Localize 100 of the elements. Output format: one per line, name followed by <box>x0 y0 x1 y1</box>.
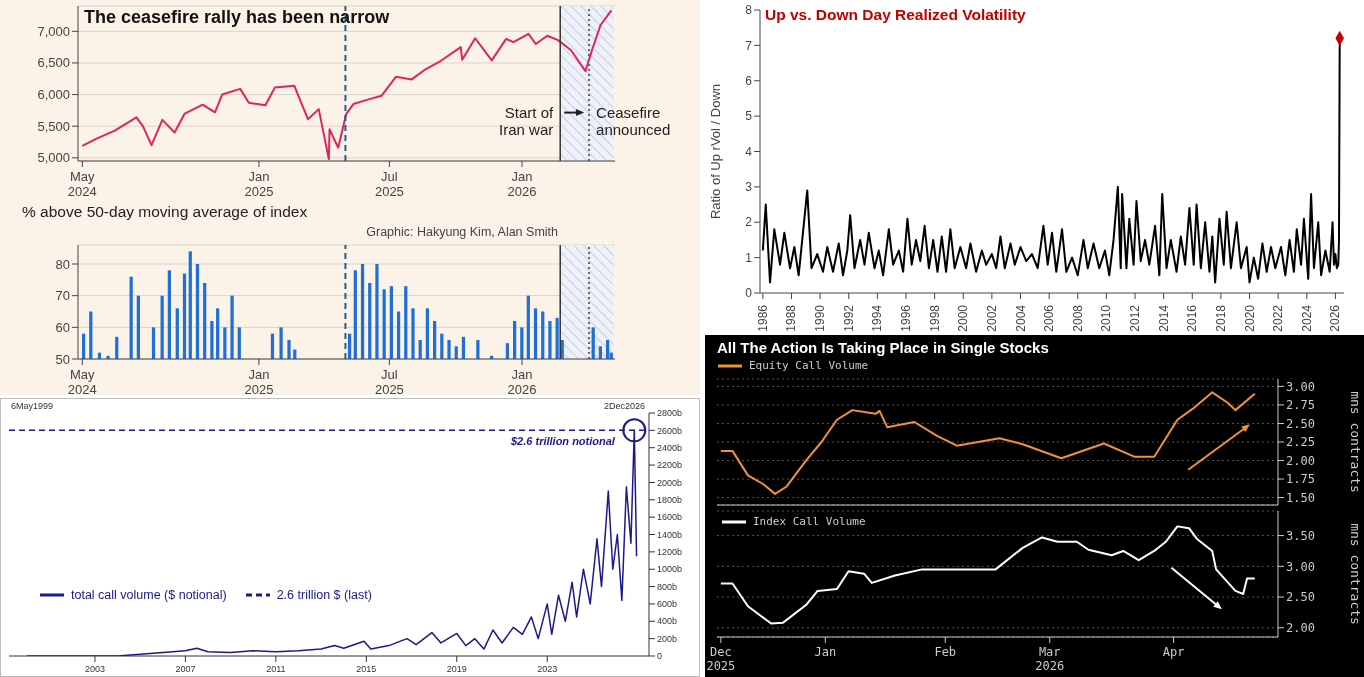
x-tick-label: 1992 <box>841 304 856 332</box>
x-tick-label: Mar 2026 <box>1035 644 1065 673</box>
y-tick-label: 2200b <box>657 460 683 471</box>
y-tick-label: 80 <box>55 256 70 272</box>
y-tick-label: 60 <box>55 319 70 335</box>
x-tick-label: 2022 <box>1271 304 1286 332</box>
y-tick-label: 200b <box>657 633 678 644</box>
x-tick-label: 2014 <box>1156 304 1171 332</box>
x-tick-label: 1998 <box>927 304 942 332</box>
x-tick-label: Jan 2026 <box>507 366 537 397</box>
legend-label: 2.6 trillion $ (last) <box>275 587 372 602</box>
y-tick-label: 1200b <box>657 547 683 558</box>
y-tick-label: 3.00 <box>1286 559 1315 574</box>
text: Graphic: Hakyung Kim, Alan Smith <box>366 225 558 239</box>
x-tick-label: 2003 <box>84 664 105 675</box>
y-tick-label: 1000b <box>657 564 683 575</box>
x-tick-label: Feb <box>934 644 957 659</box>
x-tick-label: 2024 <box>1299 304 1314 332</box>
legend-label: total call volume ($ notional) <box>70 587 227 602</box>
y-axis-title: mns contracts <box>1348 523 1364 625</box>
y-tick-label: 2.50 <box>1286 416 1315 431</box>
y-tick-label: 6 <box>745 73 753 88</box>
x-tick-label: 2023 <box>537 664 558 675</box>
y-tick-label: 1 <box>745 250 753 265</box>
y-tick-label: 0 <box>657 651 663 662</box>
x-tick-label: 2020 <box>1242 304 1257 332</box>
x-tick-label: 1986 <box>755 304 770 332</box>
x-tick-label: 2015 <box>356 664 377 675</box>
x-tick-label: 1988 <box>784 304 799 332</box>
x-tick-label: 1996 <box>899 304 913 332</box>
chart-title: All The Action Is Taking Place in Single Stocks <box>717 339 1049 356</box>
x-tick-label: May 2024 <box>67 168 97 199</box>
y-tick-label: 1600b <box>657 512 683 523</box>
x-tick-label: 2026 <box>1328 304 1343 332</box>
x-tick-label: Jul 2025 <box>374 366 404 397</box>
y-tick-label: 2600b <box>657 425 683 436</box>
x-tick-label: Jul 2025 <box>374 168 404 199</box>
annotation: $2.6 trillion notional <box>511 435 615 447</box>
x-tick-label: 2016 <box>1185 304 1200 332</box>
text: 2Dec2026 <box>603 401 645 411</box>
x-tick-label: Apr <box>1162 644 1185 659</box>
ref-line-label: Start of Iran war <box>499 103 555 138</box>
legend-label: Index Call Volume <box>752 515 866 528</box>
x-tick-label: 2002 <box>984 304 999 332</box>
chart-title: % above 50-day moving average of index <box>22 203 308 221</box>
y-tick-label: 7 <box>745 38 753 53</box>
y-tick-label: 2 <box>745 215 753 230</box>
y-tick-label: 400b <box>657 616 678 627</box>
text: 6May1999 <box>11 401 54 411</box>
y-tick-label: 2.25 <box>1286 435 1315 450</box>
ref-line-label: Ceasefire announced <box>596 103 671 138</box>
x-tick-label: 1990 <box>813 304 828 332</box>
x-tick-label: Jan <box>814 644 837 659</box>
y-tick-label: 5,500 <box>37 118 70 134</box>
y-tick-label: 6,000 <box>37 87 70 103</box>
y-tick-label: 5,000 <box>37 150 70 166</box>
y-axis-title: mns contracts <box>1348 391 1364 493</box>
y-axis-title: Ratio of Up rVol / Down <box>707 83 723 220</box>
y-tick-label: 3 <box>745 180 753 195</box>
y-tick-label: 2.50 <box>1286 590 1315 605</box>
x-tick-label: Jan 2026 <box>507 168 537 199</box>
y-tick-label: 5 <box>745 109 753 124</box>
y-tick-label: 1400b <box>657 529 683 540</box>
y-tick-label: 1.50 <box>1286 490 1315 505</box>
y-tick-label: 600b <box>657 599 678 610</box>
y-tick-label: 0 <box>745 286 753 301</box>
x-tick-label: 2004 <box>1013 304 1028 332</box>
y-tick-label: 7,000 <box>37 23 70 39</box>
x-tick-label: 1994 <box>870 304 885 332</box>
x-tick-label: 2007 <box>175 664 196 675</box>
y-tick-label: 50 <box>55 351 70 367</box>
x-tick-label: 2011 <box>266 664 286 675</box>
y-tick-label: 2.00 <box>1286 453 1315 468</box>
x-tick-label: 2018 <box>1213 304 1228 332</box>
y-tick-label: 6,500 <box>37 55 70 71</box>
y-tick-label: 2.00 <box>1286 620 1315 635</box>
x-tick-label: 2010 <box>1099 304 1114 332</box>
x-tick-label: 2000 <box>956 304 971 332</box>
y-tick-label: 70 <box>55 288 70 304</box>
y-tick-label: 2800b <box>657 408 683 419</box>
y-tick-label: 8 <box>745 3 753 18</box>
y-tick-label: 4 <box>745 144 753 159</box>
y-tick-label: 2000b <box>657 477 683 488</box>
x-tick-label: May 2024 <box>67 366 97 397</box>
y-tick-label: 1.75 <box>1286 472 1315 487</box>
chart-title: The ceasefire rally has been narrow <box>84 7 390 28</box>
x-tick-label: 2006 <box>1042 304 1057 332</box>
x-tick-label: Dec 2025 <box>706 644 736 673</box>
y-tick-label: 800b <box>657 581 678 592</box>
line-series <box>719 525 1256 625</box>
legend-label: Equity Call Volume <box>748 359 869 372</box>
x-tick-label: 2012 <box>1128 304 1143 332</box>
x-tick-label: 2019 <box>446 664 467 675</box>
y-tick-label: 1800b <box>657 494 683 505</box>
y-tick-label: 2400b <box>657 442 683 453</box>
y-tick-label: 2.75 <box>1286 398 1315 413</box>
y-tick-label: 3.00 <box>1286 379 1315 394</box>
line-series <box>719 391 1256 495</box>
x-tick-label: 2008 <box>1070 304 1085 332</box>
chart-title: Up vs. Down Day Realized Volatility <box>765 6 1026 24</box>
